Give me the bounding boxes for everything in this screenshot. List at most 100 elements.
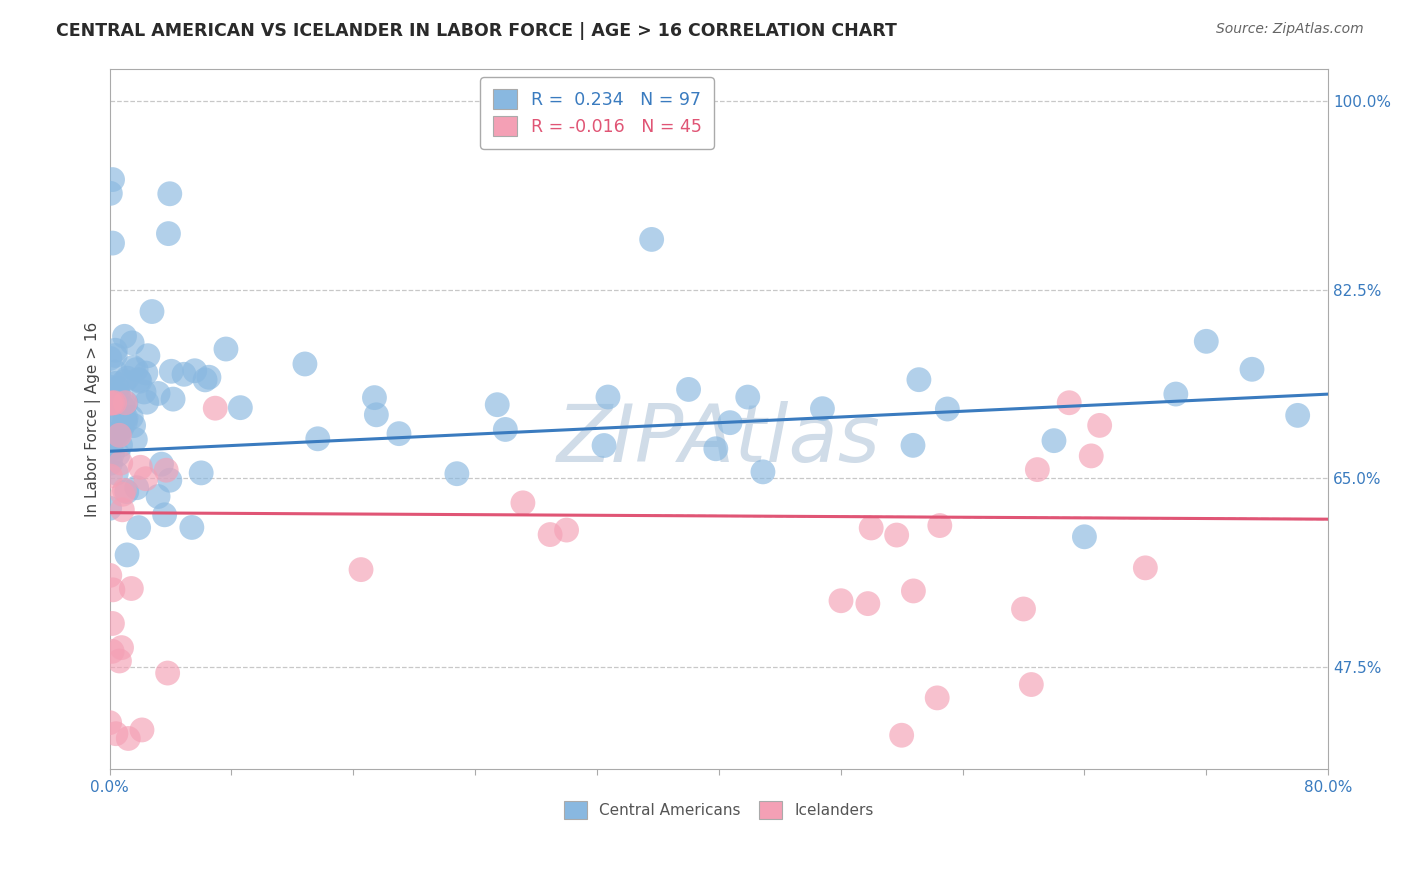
Point bbox=[494, 422, 516, 436]
Point bbox=[111, 421, 134, 435]
Point bbox=[112, 483, 135, 498]
Point bbox=[107, 428, 129, 442]
Point bbox=[110, 456, 132, 470]
Point bbox=[737, 390, 759, 404]
Point bbox=[486, 398, 509, 412]
Text: CENTRAL AMERICAN VS ICELANDER IN LABOR FORCE | AGE > 16 CORRELATION CHART: CENTRAL AMERICAN VS ICELANDER IN LABOR F… bbox=[56, 22, 897, 40]
Point bbox=[890, 728, 912, 742]
Point bbox=[1080, 449, 1102, 463]
Point bbox=[117, 731, 139, 746]
Point bbox=[135, 472, 157, 486]
Point bbox=[101, 396, 124, 410]
Point bbox=[908, 373, 931, 387]
Point bbox=[128, 374, 150, 388]
Point bbox=[640, 232, 662, 246]
Point bbox=[1195, 334, 1218, 349]
Point bbox=[98, 380, 121, 394]
Point bbox=[1021, 677, 1043, 691]
Point bbox=[1026, 462, 1049, 476]
Point bbox=[388, 426, 411, 441]
Point bbox=[156, 666, 179, 681]
Point bbox=[100, 402, 122, 417]
Point bbox=[229, 401, 252, 415]
Point bbox=[928, 518, 950, 533]
Point bbox=[104, 365, 127, 379]
Point bbox=[110, 640, 132, 655]
Point bbox=[105, 426, 128, 441]
Point bbox=[107, 387, 129, 401]
Point bbox=[101, 172, 124, 186]
Point bbox=[1073, 530, 1095, 544]
Point bbox=[194, 373, 217, 387]
Point bbox=[215, 342, 238, 356]
Point bbox=[184, 364, 207, 378]
Point bbox=[129, 460, 152, 475]
Point bbox=[146, 490, 169, 504]
Point bbox=[135, 366, 157, 380]
Point bbox=[901, 438, 924, 452]
Point bbox=[1240, 362, 1263, 376]
Point bbox=[101, 236, 124, 251]
Point bbox=[1135, 561, 1157, 575]
Point bbox=[114, 415, 136, 429]
Point bbox=[162, 392, 184, 406]
Point bbox=[1286, 409, 1309, 423]
Point bbox=[111, 503, 134, 517]
Point bbox=[159, 473, 181, 487]
Point bbox=[104, 343, 127, 358]
Point bbox=[114, 329, 136, 343]
Point bbox=[596, 390, 619, 404]
Point bbox=[100, 439, 122, 453]
Point bbox=[936, 402, 959, 417]
Point bbox=[100, 469, 122, 483]
Point bbox=[104, 727, 127, 741]
Point bbox=[105, 466, 128, 480]
Point bbox=[107, 448, 129, 462]
Point bbox=[153, 508, 176, 522]
Point bbox=[122, 360, 145, 375]
Point bbox=[718, 416, 741, 430]
Point bbox=[173, 368, 195, 382]
Point bbox=[117, 371, 139, 385]
Point bbox=[98, 568, 121, 582]
Point bbox=[110, 438, 132, 452]
Point bbox=[98, 351, 121, 366]
Point bbox=[678, 383, 700, 397]
Point bbox=[198, 370, 221, 384]
Point bbox=[135, 395, 157, 409]
Point bbox=[363, 391, 385, 405]
Point bbox=[160, 364, 183, 378]
Point bbox=[1057, 396, 1080, 410]
Point bbox=[100, 427, 122, 442]
Point bbox=[104, 348, 127, 362]
Point bbox=[98, 443, 121, 458]
Point bbox=[150, 457, 173, 471]
Point bbox=[307, 432, 329, 446]
Point bbox=[128, 373, 150, 387]
Point bbox=[98, 501, 121, 516]
Point bbox=[350, 563, 373, 577]
Point bbox=[190, 466, 212, 480]
Point bbox=[159, 186, 181, 201]
Point bbox=[100, 456, 122, 470]
Point bbox=[103, 408, 125, 422]
Point bbox=[115, 411, 138, 425]
Point bbox=[752, 465, 775, 479]
Point bbox=[104, 376, 127, 391]
Point bbox=[115, 484, 138, 499]
Point bbox=[101, 644, 124, 658]
Point bbox=[121, 335, 143, 350]
Point bbox=[103, 412, 125, 426]
Point bbox=[366, 408, 388, 422]
Point bbox=[100, 388, 122, 402]
Point bbox=[108, 654, 131, 668]
Point bbox=[1088, 418, 1111, 433]
Point bbox=[98, 186, 121, 201]
Point bbox=[704, 442, 727, 456]
Point bbox=[108, 428, 131, 442]
Text: ZIPAtlas: ZIPAtlas bbox=[557, 401, 880, 479]
Point bbox=[105, 381, 128, 395]
Point bbox=[104, 396, 127, 410]
Point bbox=[125, 362, 148, 376]
Point bbox=[111, 487, 134, 501]
